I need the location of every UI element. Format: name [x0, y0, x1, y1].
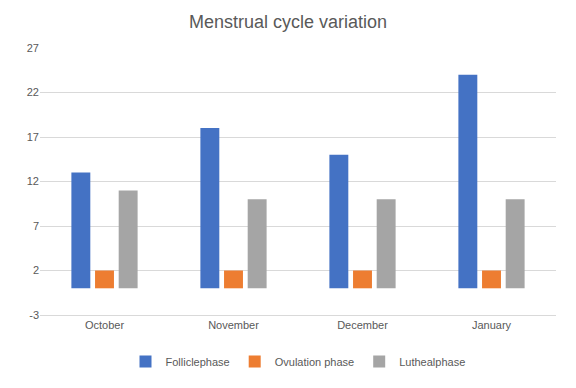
svg-text:27: 27: [27, 42, 39, 54]
svg-text:Folliclephase: Folliclephase: [166, 356, 230, 368]
svg-text:October: October: [85, 319, 124, 331]
svg-text:-3: -3: [29, 309, 39, 321]
svg-text:7: 7: [33, 220, 39, 232]
svg-text:Luthealphase: Luthealphase: [399, 356, 465, 368]
svg-text:Menstrual cycle variation: Menstrual cycle variation: [189, 12, 387, 32]
svg-text:22: 22: [27, 86, 39, 98]
svg-text:12: 12: [27, 175, 39, 187]
svg-text:November: November: [208, 319, 259, 331]
svg-text:2: 2: [33, 264, 39, 276]
svg-text:January: January: [472, 319, 512, 331]
svg-text:17: 17: [27, 131, 39, 143]
svg-text:Ovulation phase: Ovulation phase: [275, 356, 355, 368]
svg-text:December: December: [337, 319, 388, 331]
